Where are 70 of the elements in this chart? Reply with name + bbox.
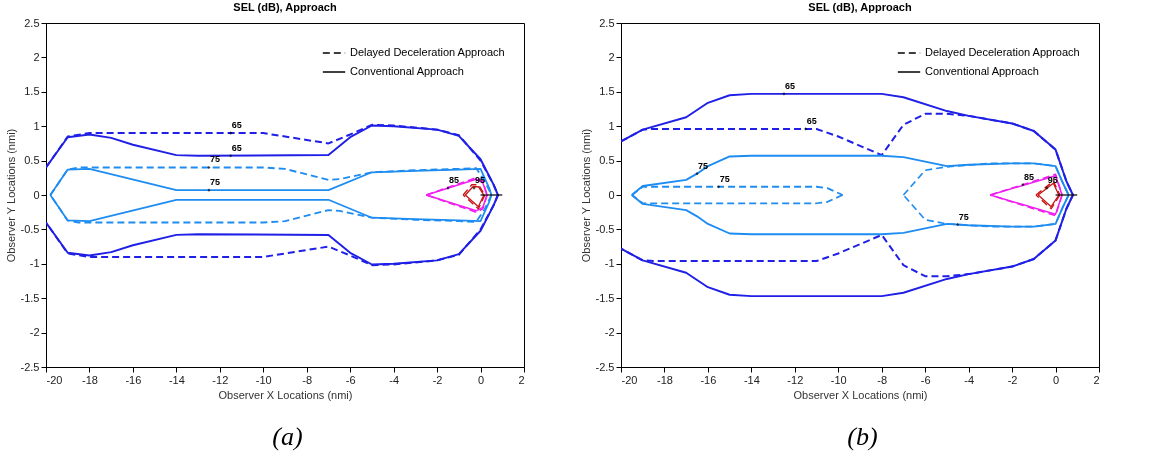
annotation: 75 (958, 211, 969, 222)
x-tick-label: -20 (46, 373, 63, 386)
annotation: 85 (448, 175, 459, 186)
chart-title: SEL (dB), Approach (808, 1, 912, 13)
x-axis-title: Observer X Locations (nmi) (218, 388, 353, 401)
text: Delayed Deceleration Approach (350, 46, 505, 58)
annotation: 75 (209, 154, 220, 165)
annotation: 65 (231, 142, 242, 153)
y-tick-label: -2 (29, 326, 40, 339)
x-tick-label: -4 (964, 373, 975, 386)
annotation: 65 (231, 120, 242, 131)
x-tick-label: -8 (877, 373, 888, 386)
text: Conventional Approach (350, 65, 464, 77)
text: (a) (271, 422, 304, 452)
y-tick-label: -1 (604, 257, 615, 270)
x-tick-label: -8 (302, 373, 313, 386)
y-tick-label: -0.5 (20, 222, 40, 235)
x-tick-label: -4 (389, 373, 400, 386)
x-tick-label: -6 (345, 373, 356, 386)
annotation: 95 (475, 175, 486, 186)
y-tick-label: 1.5 (599, 85, 615, 98)
x-tick-label: -20 (621, 373, 638, 386)
x-tick-label: -10 (830, 373, 847, 386)
x-tick-label: -2 (1007, 373, 1018, 386)
x-tick-label: -16 (125, 373, 142, 386)
x-tick-label: -2 (432, 373, 443, 386)
x-tick-label: -12 (212, 373, 229, 386)
x-tick-label: -18 (82, 373, 98, 386)
text: Conventional Approach (925, 65, 1039, 77)
y-tick-label: 0.5 (24, 154, 40, 167)
x-tick-label: 2 (518, 373, 525, 386)
y-tick-label: -2 (604, 326, 615, 339)
y-axis-title: Observer Y Locations (nmi) (579, 128, 592, 263)
x-tick-label: -16 (700, 373, 717, 386)
x-tick-label: -14 (743, 373, 760, 386)
y-tick-label: 2.5 (24, 16, 40, 29)
x-tick-label: -6 (920, 373, 931, 386)
y-tick-label: -1.5 (20, 291, 40, 304)
annotation: 65 (806, 115, 817, 126)
y-tick-label: -1 (29, 257, 40, 270)
annotation: 75 (698, 160, 709, 171)
y-tick-label: -2.5 (595, 360, 615, 373)
y-tick-label: 2 (608, 50, 615, 63)
y-tick-label: 0.5 (599, 154, 615, 167)
y-tick-label: 1 (33, 119, 40, 132)
y-axis-title: Observer Y Locations (nmi) (4, 128, 17, 263)
text: (b) (846, 422, 879, 452)
y-tick-label: -1.5 (595, 291, 615, 304)
chart-title: SEL (dB), Approach (233, 1, 337, 13)
y-tick-label: 0 (608, 188, 615, 201)
x-tick-label: -10 (255, 373, 272, 386)
y-tick-label: 1.5 (24, 85, 40, 98)
y-tick-label: 0 (33, 188, 40, 201)
y-tick-label: -2.5 (20, 360, 40, 373)
annotation: 85 (1023, 171, 1034, 182)
x-tick-label: 2 (1093, 373, 1100, 386)
x-tick-label: 0 (1052, 373, 1060, 386)
y-tick-label: 1 (608, 119, 615, 132)
x-tick-label: 0 (477, 373, 485, 386)
y-tick-label: 2.5 (599, 16, 615, 29)
annotation: 75 (209, 177, 220, 188)
x-axis-title: Observer X Locations (nmi) (793, 388, 928, 401)
x-tick-label: -14 (168, 373, 185, 386)
annotation: 65 (784, 80, 795, 91)
y-tick-label: -0.5 (595, 222, 615, 235)
x-tick-label: -12 (787, 373, 804, 386)
text: Delayed Deceleration Approach (925, 46, 1080, 58)
x-tick-label: -18 (657, 373, 673, 386)
y-tick-label: 2 (33, 50, 40, 63)
annotation: 75 (719, 173, 730, 184)
